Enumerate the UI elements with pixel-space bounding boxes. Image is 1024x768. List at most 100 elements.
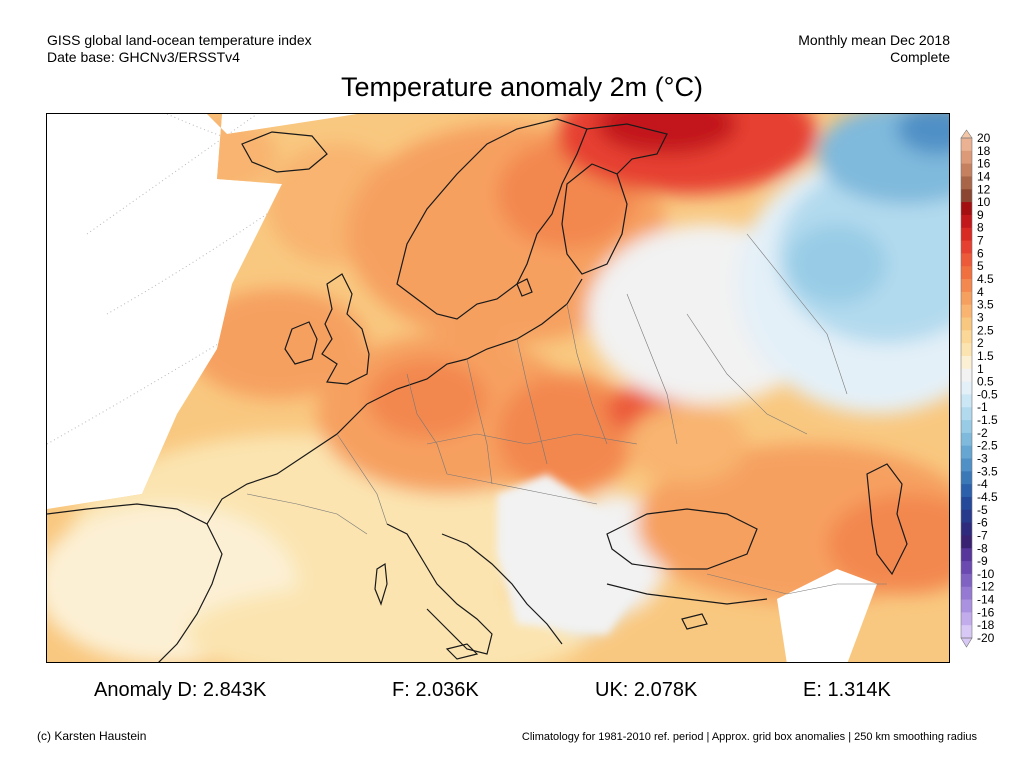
legend-tick-label: 5 — [977, 259, 984, 273]
legend-swatch — [961, 163, 972, 177]
legend-high-cap — [960, 129, 973, 139]
legend-swatch — [961, 573, 972, 588]
legend-swatch — [961, 240, 972, 254]
legend-swatch — [961, 176, 972, 190]
legend-swatch — [961, 253, 972, 267]
legend-swatch — [961, 548, 972, 562]
legend-tick-label: -8 — [977, 541, 988, 555]
legend-swatch — [961, 355, 972, 370]
anomaly-field — [47, 114, 949, 662]
database-line: Date base: GHCNv3/ERSSTv4 — [47, 49, 240, 65]
legend-tick-label: 9 — [977, 208, 984, 222]
legend-tick-label: -20 — [977, 631, 995, 645]
legend-swatch — [961, 381, 972, 395]
legend-swatch — [961, 432, 972, 447]
legend-swatch — [961, 368, 972, 383]
anomaly-map — [46, 113, 950, 663]
legend-swatch — [961, 304, 972, 318]
anomaly-spain: E: 1.314K — [803, 679, 891, 701]
legend-tick-label: 1.5 — [977, 349, 994, 363]
legend-tick-label: -1 — [977, 400, 988, 414]
legend-tick-label: -2.5 — [977, 439, 998, 453]
legend-swatch — [961, 291, 972, 306]
legend-swatch — [961, 138, 972, 152]
method-note: Climatology for 1981-2010 ref. period | … — [521, 731, 977, 743]
legend-frame — [960, 137, 973, 639]
legend-tick-label: -10 — [977, 567, 995, 581]
legend-swatch — [961, 266, 972, 280]
legend-tick-label: 7 — [977, 234, 984, 248]
legend-swatch — [961, 150, 972, 165]
period-label: Monthly mean Dec 2018 — [798, 32, 950, 48]
legend-tick-label: -1.5 — [977, 413, 998, 427]
legend-swatch — [961, 420, 972, 434]
anomaly-uk: UK: 2.078K — [595, 679, 698, 701]
legend-swatch — [961, 586, 972, 601]
legend-swatch — [961, 189, 972, 203]
legend-tick-label: -4.5 — [977, 490, 998, 504]
legend-tick-label: -2 — [977, 426, 988, 440]
legend-tick-label: -4 — [977, 477, 988, 491]
legend-swatch — [961, 471, 972, 485]
map-title: Temperature anomaly 2m (°C) — [341, 72, 703, 102]
legend-low-cap — [960, 637, 973, 648]
legend-tick-label: 10 — [977, 195, 991, 209]
legend-tick-label: 1 — [977, 362, 984, 376]
nodata-patch — [777, 569, 877, 662]
legend-swatch — [961, 612, 972, 626]
legend-tick-label: -18 — [977, 618, 995, 632]
legend-tick-label: 4.5 — [977, 272, 994, 286]
legend-tick-label: 20 — [977, 131, 991, 145]
legend-tick-label: -16 — [977, 605, 995, 619]
legend-colorbar: 201816141210987654.543.532.521.510.5-0.5… — [960, 129, 998, 648]
legend-swatch — [961, 317, 972, 331]
legend-tick-label: 12 — [977, 182, 991, 196]
country-borders — [246, 233, 887, 595]
legend-tick-label: -9 — [977, 554, 988, 568]
coastlines — [47, 118, 908, 662]
legend-swatch — [961, 343, 972, 357]
completeness-label: Complete — [890, 49, 950, 65]
legend-swatch — [961, 496, 972, 511]
legend-tick-label: -3.5 — [977, 464, 998, 478]
legend-swatch — [961, 330, 972, 344]
legend-swatch — [961, 561, 972, 575]
legend-tick-label: -12 — [977, 580, 995, 594]
legend-tick-label: 3 — [977, 310, 984, 324]
period-info: Monthly mean Dec 2018 Complete — [798, 32, 950, 66]
legend-tick-label: 3.5 — [977, 298, 994, 312]
legend-tick-label: 8 — [977, 221, 984, 235]
legend-tick-label: 18 — [977, 144, 991, 158]
legend-swatch — [961, 625, 972, 639]
legend-tick-label: -6 — [977, 516, 988, 530]
legend-tick-label: -3 — [977, 452, 988, 466]
regional-anomalies: Anomaly D: 2.843K F: 2.036K UK: 2.078K E… — [0, 679, 1024, 705]
legend-tick-label: 2.5 — [977, 323, 994, 337]
legend-tick-label: 0.5 — [977, 375, 994, 389]
anomaly-france: F: 2.036K — [392, 679, 479, 701]
legend-tick-label: -14 — [977, 593, 995, 607]
legend-tick-label: -7 — [977, 528, 988, 542]
copyright: (c) Karsten Haustein — [37, 729, 147, 743]
legend-tick-label: -5 — [977, 503, 988, 517]
legend-swatch — [961, 522, 972, 536]
legend-swatch — [961, 484, 972, 498]
legend-tick-label: 2 — [977, 336, 984, 350]
legend-swatch — [961, 445, 972, 460]
source-title: GISS global land-ocean temperature index — [47, 32, 312, 48]
legend-tick-label: 14 — [977, 169, 991, 183]
legend-tick-label: 6 — [977, 246, 984, 260]
legend-swatch — [961, 458, 972, 472]
legend-swatch — [961, 279, 972, 293]
legend-tick-label: 16 — [977, 157, 991, 171]
map-canvas — [47, 114, 949, 662]
legend-swatch — [961, 509, 972, 524]
legend-swatch — [961, 407, 972, 421]
anomaly-germany: Anomaly D: 2.843K — [94, 679, 267, 701]
legend-swatch — [961, 202, 972, 216]
source-info: GISS global land-ocean temperature index… — [47, 32, 312, 66]
legend-swatch — [961, 394, 972, 408]
legend-swatch — [961, 214, 972, 229]
legend-swatch — [961, 535, 972, 549]
legend-tick-label: 4 — [977, 285, 984, 299]
